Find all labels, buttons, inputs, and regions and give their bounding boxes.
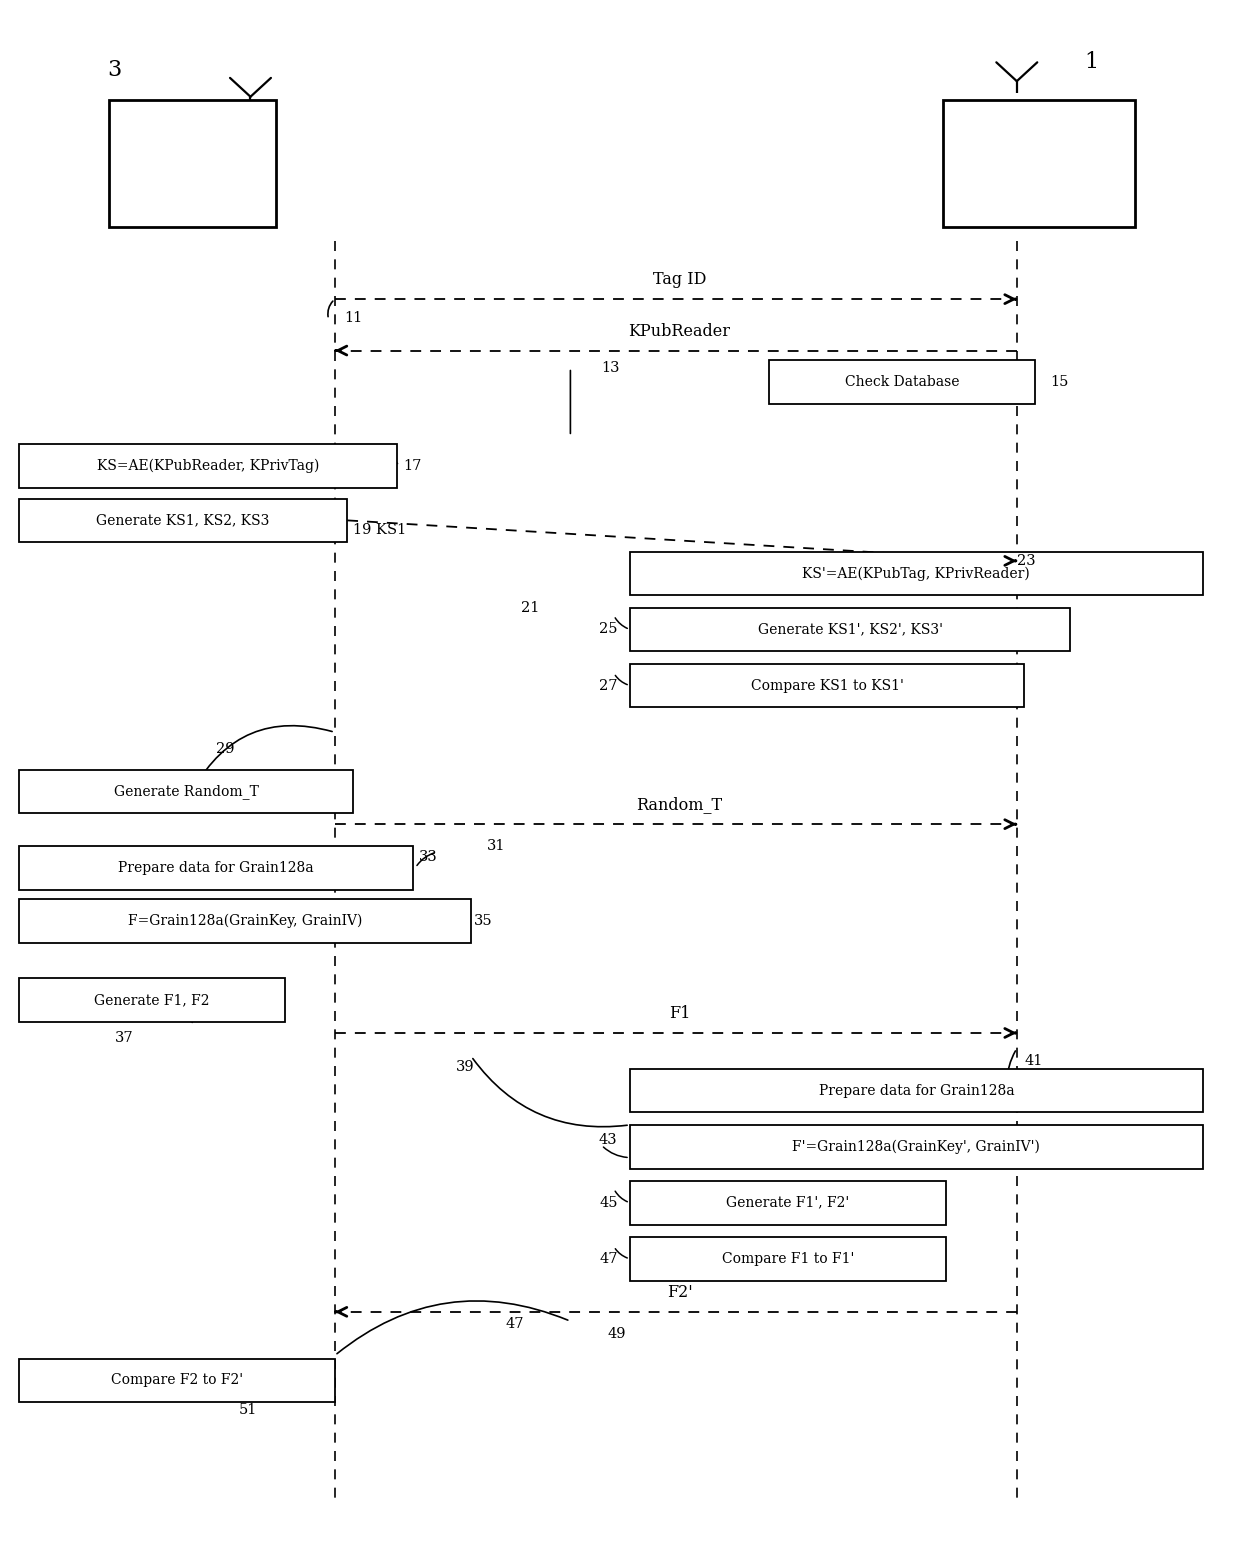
Text: F'=Grain128a(GrainKey', GrainIV'): F'=Grain128a(GrainKey', GrainIV')	[792, 1139, 1040, 1154]
Text: Prepare data for Grain128a: Prepare data for Grain128a	[818, 1084, 1014, 1097]
Text: Check Database: Check Database	[844, 375, 960, 388]
Text: 47: 47	[506, 1318, 523, 1331]
Text: F=Grain128a(GrainKey, GrainIV): F=Grain128a(GrainKey, GrainIV)	[128, 913, 362, 929]
Bar	[630, 1069, 1203, 1112]
Text: 39: 39	[456, 1061, 475, 1073]
Bar	[630, 1181, 946, 1225]
Bar	[630, 552, 1203, 595]
Bar	[630, 1237, 946, 1281]
Text: 45: 45	[599, 1197, 618, 1209]
Text: Generate Random_T: Generate Random_T	[114, 784, 258, 799]
Text: Compare F2 to F2': Compare F2 to F2'	[110, 1374, 243, 1387]
Bar	[19, 499, 347, 542]
Bar	[19, 846, 413, 890]
Text: 1: 1	[1084, 51, 1099, 73]
Text: Tag ID: Tag ID	[652, 271, 707, 288]
Text: Compare F1 to F1': Compare F1 to F1'	[722, 1253, 854, 1265]
Text: F1: F1	[668, 1005, 691, 1022]
Text: 21: 21	[521, 601, 539, 614]
Text: Compare KS1 to KS1': Compare KS1 to KS1'	[750, 679, 904, 692]
Text: 25: 25	[599, 623, 618, 636]
Bar	[942, 100, 1136, 227]
Text: 31: 31	[487, 840, 506, 852]
Text: Generate F1, F2: Generate F1, F2	[94, 994, 210, 1006]
Bar	[19, 444, 397, 488]
Bar	[19, 1359, 335, 1402]
Bar	[630, 664, 1024, 707]
Text: 29: 29	[217, 743, 234, 756]
Bar	[109, 100, 275, 227]
Text: 49: 49	[608, 1327, 626, 1340]
Text: 37: 37	[114, 1031, 134, 1044]
Text: Random_T: Random_T	[636, 796, 723, 813]
Bar	[19, 899, 471, 943]
Text: 35: 35	[474, 915, 492, 927]
Text: 19 KS1: 19 KS1	[353, 523, 407, 536]
Text: Generate KS1, KS2, KS3: Generate KS1, KS2, KS3	[97, 514, 269, 527]
Bar	[769, 360, 1035, 404]
Text: 41: 41	[1024, 1055, 1043, 1067]
Text: Generate F1', F2': Generate F1', F2'	[727, 1197, 849, 1209]
Text: KS'=AE(KPubTag, KPrivReader): KS'=AE(KPubTag, KPrivReader)	[802, 566, 1030, 581]
Bar	[19, 978, 285, 1022]
Text: KPubReader: KPubReader	[629, 323, 730, 340]
Text: 17: 17	[403, 460, 422, 472]
Text: 11: 11	[345, 312, 363, 324]
Text: KS=AE(KPubReader, KPrivTag): KS=AE(KPubReader, KPrivTag)	[97, 458, 319, 474]
Text: 3: 3	[107, 59, 122, 81]
Text: 47: 47	[599, 1253, 618, 1265]
Text: F2': F2'	[667, 1284, 692, 1301]
Text: 27: 27	[599, 679, 618, 692]
Text: 13: 13	[601, 361, 620, 374]
Text: 23: 23	[1017, 555, 1035, 567]
Bar	[630, 1125, 1203, 1168]
Bar	[630, 608, 1070, 651]
Text: 15: 15	[1050, 375, 1069, 388]
Text: Prepare data for Grain128a: Prepare data for Grain128a	[118, 862, 314, 874]
Text: 33: 33	[419, 851, 438, 863]
Text: 43: 43	[599, 1134, 618, 1147]
Bar	[19, 770, 353, 813]
Text: Generate KS1', KS2', KS3': Generate KS1', KS2', KS3'	[758, 623, 942, 636]
Text: 51: 51	[239, 1404, 257, 1416]
